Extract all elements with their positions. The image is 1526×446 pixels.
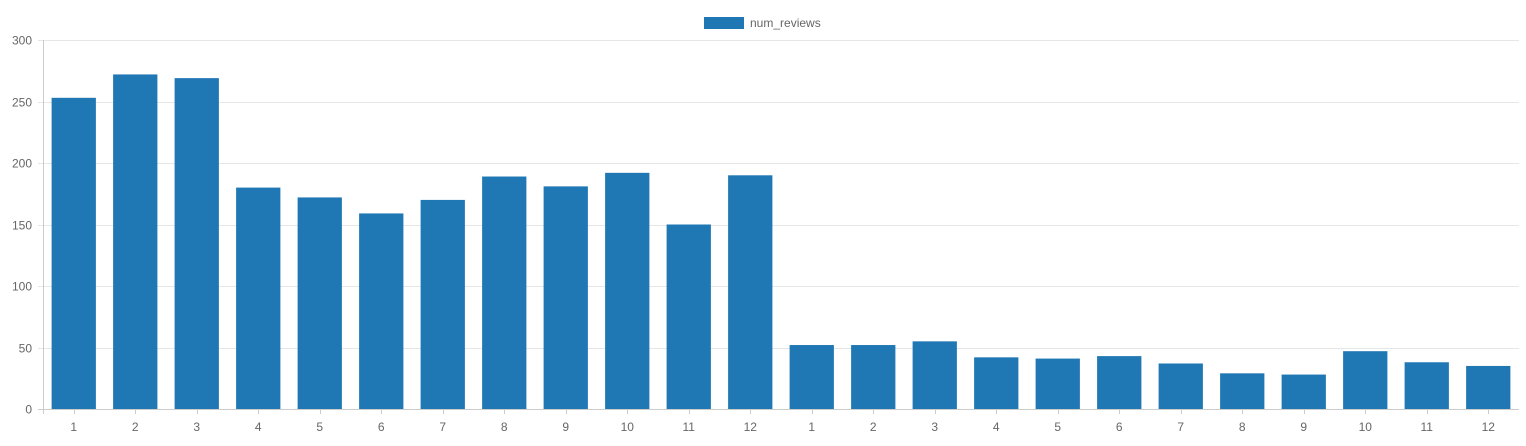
- x-tick-label: 5: [316, 420, 323, 434]
- bar: [789, 345, 834, 409]
- x-tick-label: 11: [1421, 420, 1434, 434]
- x-tick-label: 1: [70, 420, 77, 434]
- bars: [51, 74, 1511, 409]
- bar: [359, 213, 404, 409]
- bar: [1404, 362, 1449, 409]
- x-tick-label: 11: [683, 420, 696, 434]
- bar: [482, 176, 527, 409]
- bar: [236, 187, 281, 409]
- legend-label-num-reviews: num_reviews: [750, 16, 821, 30]
- x-tick-label: 3: [193, 420, 200, 434]
- bar: [851, 345, 896, 409]
- x-tick-label: 6: [1116, 420, 1123, 434]
- x-tick-label: 7: [439, 420, 446, 434]
- bar: [1220, 373, 1265, 409]
- x-tick-label: 3: [931, 420, 938, 434]
- x-axis-tick-labels: 1 2 3 4 5 6 7 8 9 10 11 12 1 2 3 4 5 6 7 8 9 10 11 12: [70, 409, 1495, 434]
- x-tick-label: 8: [501, 420, 508, 434]
- bar: [420, 199, 465, 409]
- bar: [1158, 363, 1203, 409]
- x-tick-label: 4: [993, 420, 1000, 434]
- y-tick-label: 200: [12, 157, 32, 171]
- y-tick-label: 0: [25, 403, 32, 417]
- x-tick-label: 12: [744, 420, 758, 434]
- x-tick-label: 2: [870, 420, 877, 434]
- y-tick-label: 100: [12, 280, 32, 294]
- x-tick-label: 10: [1359, 420, 1373, 434]
- grid-lines: [38, 40, 1519, 414]
- bar: [1281, 374, 1326, 409]
- bar: [297, 197, 342, 409]
- bar: [912, 341, 957, 409]
- x-tick-label: 9: [1300, 420, 1307, 434]
- y-axis-tick-labels: 0 50 100 150 200 250 300: [12, 34, 32, 417]
- x-tick-label: 6: [378, 420, 385, 434]
- bar: [605, 172, 650, 409]
- x-tick-label: 9: [562, 420, 569, 434]
- bar: [1466, 365, 1511, 409]
- bar: [51, 97, 96, 409]
- x-tick-label: 1: [808, 420, 815, 434]
- x-tick-label: 7: [1177, 420, 1184, 434]
- bar: [543, 186, 588, 409]
- x-tick-label: 5: [1054, 420, 1061, 434]
- x-tick-label: 2: [132, 420, 139, 434]
- bar: [728, 175, 773, 409]
- bar: [1343, 351, 1388, 409]
- x-tick-label: 4: [255, 420, 262, 434]
- y-tick-label: 150: [12, 219, 32, 233]
- legend-swatch-num-reviews: [704, 17, 744, 29]
- bar: [113, 74, 158, 409]
- y-tick-label: 250: [12, 96, 32, 110]
- bar: [974, 357, 1019, 409]
- y-tick-label: 50: [19, 342, 33, 356]
- x-tick-label: 10: [621, 420, 635, 434]
- x-tick-label: 8: [1239, 420, 1246, 434]
- bar: [1035, 358, 1080, 409]
- y-tick-label: 300: [12, 34, 32, 48]
- bar: [666, 224, 711, 409]
- legend: num_reviews: [704, 16, 821, 30]
- x-tick-label: 12: [1482, 420, 1496, 434]
- bar: [174, 78, 219, 409]
- bar: [1097, 356, 1142, 409]
